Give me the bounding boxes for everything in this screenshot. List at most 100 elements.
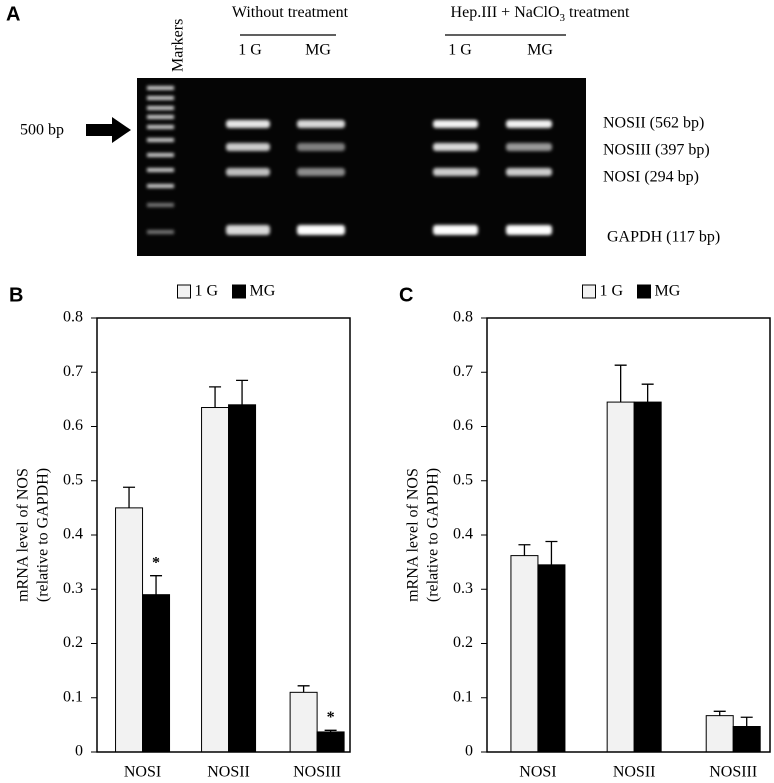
y-tick-label: 0.4	[63, 526, 83, 543]
y-tick-label: 0.7	[453, 363, 473, 380]
bar	[289, 691, 318, 753]
y-tick-label: 0.8	[63, 309, 83, 326]
legend-label: MG	[250, 283, 276, 300]
gel-band	[226, 120, 270, 128]
legend-label: 1 G	[600, 283, 624, 300]
annotation: *	[152, 554, 160, 571]
group-title-text: Hep.III + NaClO	[451, 4, 560, 21]
bar	[510, 555, 539, 753]
panel-label: A	[6, 3, 20, 25]
y-tick-label: 0.2	[63, 634, 83, 651]
arrow	[86, 117, 131, 143]
error-bar	[545, 540, 558, 565]
gel-band	[506, 120, 552, 128]
band-label: NOSI (294 bp)	[603, 169, 699, 186]
ladder-band	[147, 115, 174, 119]
lane-label: 1 G	[238, 42, 262, 59]
lane-label: 1 G	[448, 42, 472, 59]
gel-band	[506, 168, 552, 176]
ladder-band	[147, 184, 174, 188]
bar	[633, 401, 662, 753]
x-tick-label: NOSIII	[293, 764, 341, 781]
gel-bands	[147, 86, 552, 235]
group-title: Hep.III + NaClO3 treatment	[451, 4, 630, 24]
y-tick-label: 0.3	[453, 580, 473, 597]
y-tick-label: 0	[75, 743, 83, 760]
bar	[115, 507, 144, 753]
y-tick-label: 0.8	[453, 309, 473, 326]
ladder-band	[147, 96, 174, 100]
y-axis-label: mRNA level of NOS	[15, 468, 32, 602]
gel-band	[506, 143, 552, 151]
legend-swatch	[582, 284, 596, 299]
x-tick-label: NOSI	[124, 764, 161, 781]
error-bar	[324, 729, 337, 732]
panel-label: B	[9, 284, 23, 306]
x-tick-label: NOSII	[613, 764, 656, 781]
x-tick-label: NOSII	[207, 764, 250, 781]
y-tick-label: 0.1	[63, 688, 83, 705]
ladder-band	[147, 106, 174, 110]
error-bar	[713, 710, 726, 716]
y-tick-label: 0.1	[453, 688, 473, 705]
y-tick-label: 0.6	[63, 417, 83, 434]
error-bar	[297, 685, 310, 693]
bar	[316, 731, 345, 753]
error-bar	[641, 383, 654, 403]
ladder-band	[147, 153, 174, 157]
panel-label: C	[399, 284, 413, 306]
legend-swatch	[177, 284, 191, 299]
error-bar	[209, 386, 222, 408]
bar	[606, 401, 635, 753]
gel-band	[226, 143, 270, 151]
bar	[228, 404, 257, 753]
ladder-band	[147, 86, 174, 90]
gel-band	[226, 168, 270, 176]
error-bar	[236, 379, 249, 405]
gel-band	[433, 168, 478, 176]
gel-band	[297, 143, 345, 151]
subscript: 3	[560, 12, 566, 24]
y-tick-label: 0.4	[453, 526, 473, 543]
size-marker: 500 bp	[20, 122, 64, 139]
group-title-text: treatment	[565, 4, 630, 21]
y-tick-label: 0.6	[453, 417, 473, 434]
band-label: NOSII (562 bp)	[603, 115, 704, 132]
bar	[537, 564, 566, 753]
plot-frame	[96, 317, 351, 753]
markers-label: Markers	[170, 19, 187, 72]
bar	[705, 715, 734, 753]
y-axis-label: mRNA level of NOS	[405, 468, 422, 602]
ladder-band	[147, 230, 174, 234]
ladder-band	[147, 203, 174, 207]
error-bar	[740, 716, 753, 727]
y-tick-label: 0	[465, 743, 473, 760]
legend-label: MG	[655, 283, 681, 300]
group-title: Without treatment	[232, 4, 349, 21]
y-tick-label: 0.7	[63, 363, 83, 380]
bar	[142, 594, 171, 753]
gel-band	[433, 120, 478, 128]
gel-band	[297, 120, 345, 128]
ladder-band	[147, 125, 174, 129]
y-axis-label: (relative to GAPDH)	[35, 468, 52, 602]
y-tick-label: 0.2	[453, 634, 473, 651]
gel-band	[433, 143, 478, 151]
band-label: NOSIII (397 bp)	[603, 142, 710, 159]
legend-swatch	[637, 284, 651, 299]
y-axis-label: (relative to GAPDH)	[425, 468, 442, 602]
annotation: *	[327, 709, 335, 726]
y-tick-label: 0.3	[63, 580, 83, 597]
band-label: GAPDH (117 bp)	[607, 229, 720, 246]
y-tick-label: 0.5	[453, 471, 473, 488]
group-title-text: Without treatment	[232, 4, 349, 21]
gel-band	[297, 225, 345, 235]
gel-band	[226, 225, 270, 235]
lane-label: MG	[305, 42, 331, 59]
x-tick-label: NOSI	[519, 764, 556, 781]
gel-band	[297, 168, 345, 176]
gel-band	[506, 225, 552, 235]
bar	[201, 407, 230, 753]
error-bar	[518, 544, 531, 556]
